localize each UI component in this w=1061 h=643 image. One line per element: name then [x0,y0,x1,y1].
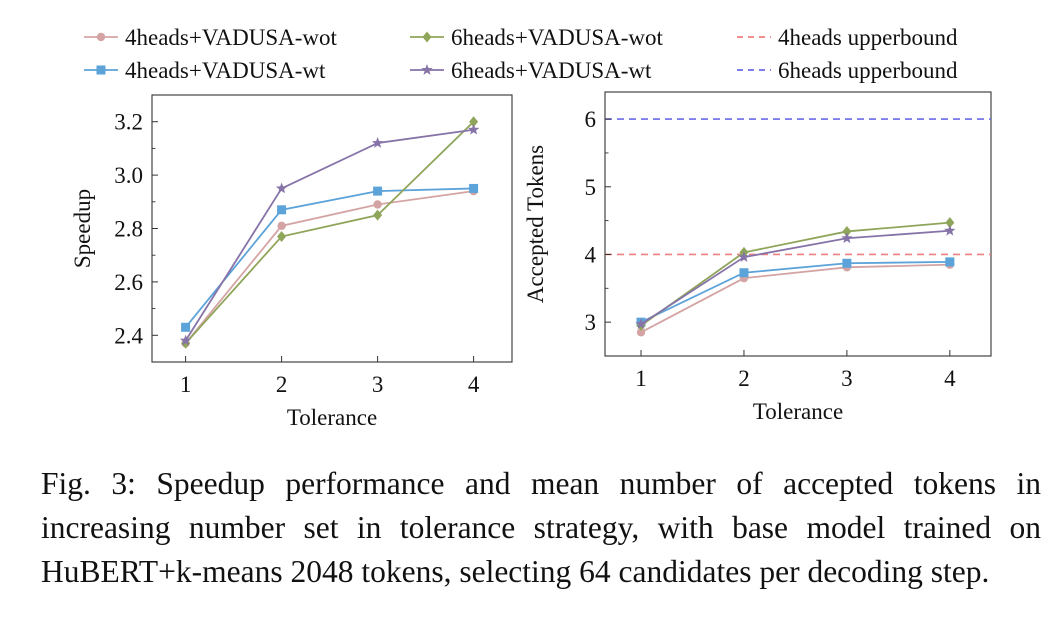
legend-entry-6heads-vadusa-wt: 6heads+VADUSA-wt [410,58,652,83]
speedup-ytick-label: 3.2 [114,110,143,135]
tokens-xtick-label: 1 [635,366,647,391]
tokens-data-point [945,217,955,229]
tokens-series-6heads-vadusa-wot [636,217,955,332]
tokens-ytick-label: 5 [585,175,597,200]
speedup-y-axis-label: Speedup [70,189,95,268]
speedup-series-line [184,187,474,328]
tokens-series-6heads-vadusa-wt [635,224,956,330]
tokens-xtick-label: 3 [841,366,853,391]
tokens-data-point [739,268,749,278]
tokens-data-point [636,328,646,337]
tokens-ytick-label: 3 [585,310,597,335]
speedup-data-point [277,231,287,243]
tokens-x-axis-label: Tolerance [753,399,843,424]
figure-caption: Fig. 3: Speedup performance and mean num… [41,466,1041,589]
legend-label: 6heads+VADUSA-wt [451,58,652,83]
speedup-data-point [275,182,288,194]
tokens-data-point [842,258,852,268]
speedup-data-point [181,322,191,332]
legend-entry-4heads-vadusa-wt: 4heads+VADUSA-wt [84,58,326,83]
tokens-data-point [635,318,647,330]
legend-label: 6heads upperbound [778,58,958,83]
tokens-data-point [841,232,853,244]
speedup-ytick-label: 2.4 [114,323,143,348]
speedup-data-point [373,200,382,209]
legend-entry-6heads-vadusa-wot: 6heads+VADUSA-wot [410,25,663,50]
legend-marker [96,32,106,42]
tokens-series-line [640,261,950,323]
tokens-series-4heads-vadusa-wt [636,257,955,327]
tokens-series-line [640,263,950,334]
speedup-data-point [277,221,286,231]
legend-label: 6heads+VADUSA-wot [451,25,663,50]
tokens-xtick-label: 2 [738,366,750,391]
legend: 4heads+VADUSA-wot 6heads+VADUSA-wot 4heads… [84,25,958,83]
speedup-series-4heads-vadusa-wot [181,186,478,348]
tokens-data-point [842,225,852,237]
speedup-data-point [467,123,480,135]
legend-marker [421,64,433,75]
speedup-data-point [179,334,192,346]
tokens-series-4heads-vadusa-wot [636,260,955,337]
speedup-data-point [373,209,383,221]
speedup-xtick-label: 1 [180,372,192,397]
tokens-data-point [944,224,956,236]
tokens-plot-frame [604,91,992,357]
legend-entry-4heads-vadusa-wot: 4heads+VADUSA-wot [84,25,337,50]
speedup-ytick-label: 3.0 [114,163,143,188]
speedup-xtick-label: 3 [372,372,384,397]
speedup-series-line [184,190,474,344]
legend-entry-4heads-upperbound: 4heads upperbound [737,25,958,50]
speedup-series-6heads-vadusa-wot [181,116,479,349]
tokens-ytick-label: 4 [585,242,597,267]
legend-label: 4heads upperbound [778,25,958,50]
speedup-ytick-label: 2.6 [114,270,143,295]
tokens-ytick-label: 6 [585,107,597,132]
figure-canvas: 4heads+VADUSA-wot 6heads+VADUSA-wot 4heads… [70,25,992,430]
speedup-xtick-label: 2 [276,372,288,397]
speedup-chart: 1 2 3 4 2.4 2.6 2.8 3.0 3.2 Tolerance Speedup [70,94,513,430]
speedup-series-line [184,121,475,344]
speedup-data-point [277,205,287,215]
speedup-data-point [371,137,384,148]
speedup-series-6heads-vadusa-wt [179,123,480,346]
speedup-data-point [469,183,479,193]
tokens-xtick-label: 4 [944,366,956,391]
legend-label: 4heads+VADUSA-wot [125,25,337,50]
speedup-x-axis-label: Tolerance [287,405,377,430]
speedup-ytick-label: 2.8 [114,217,143,242]
tokens-y-axis-label: Accepted Tokens [523,145,548,303]
legend-label: 4heads+VADUSA-wt [125,58,326,83]
tokens-data-point [945,257,955,267]
legend-entry-6heads-upperbound: 6heads upperbound [737,58,958,83]
speedup-series-line [184,128,474,342]
legend-marker [96,65,106,75]
speedup-series-4heads-vadusa-wt [181,183,479,332]
legend-marker [422,31,432,43]
tokens-series-line [640,229,950,325]
accepted-tokens-chart: 1 2 3 4 3 4 5 6 Tolerance Accepted Tokens [523,91,992,424]
tokens-series-line [640,221,950,327]
speedup-xtick-label: 4 [468,372,480,397]
tokens-data-point [738,251,750,263]
speedup-data-point [373,186,383,196]
speedup-data-point [469,116,479,128]
